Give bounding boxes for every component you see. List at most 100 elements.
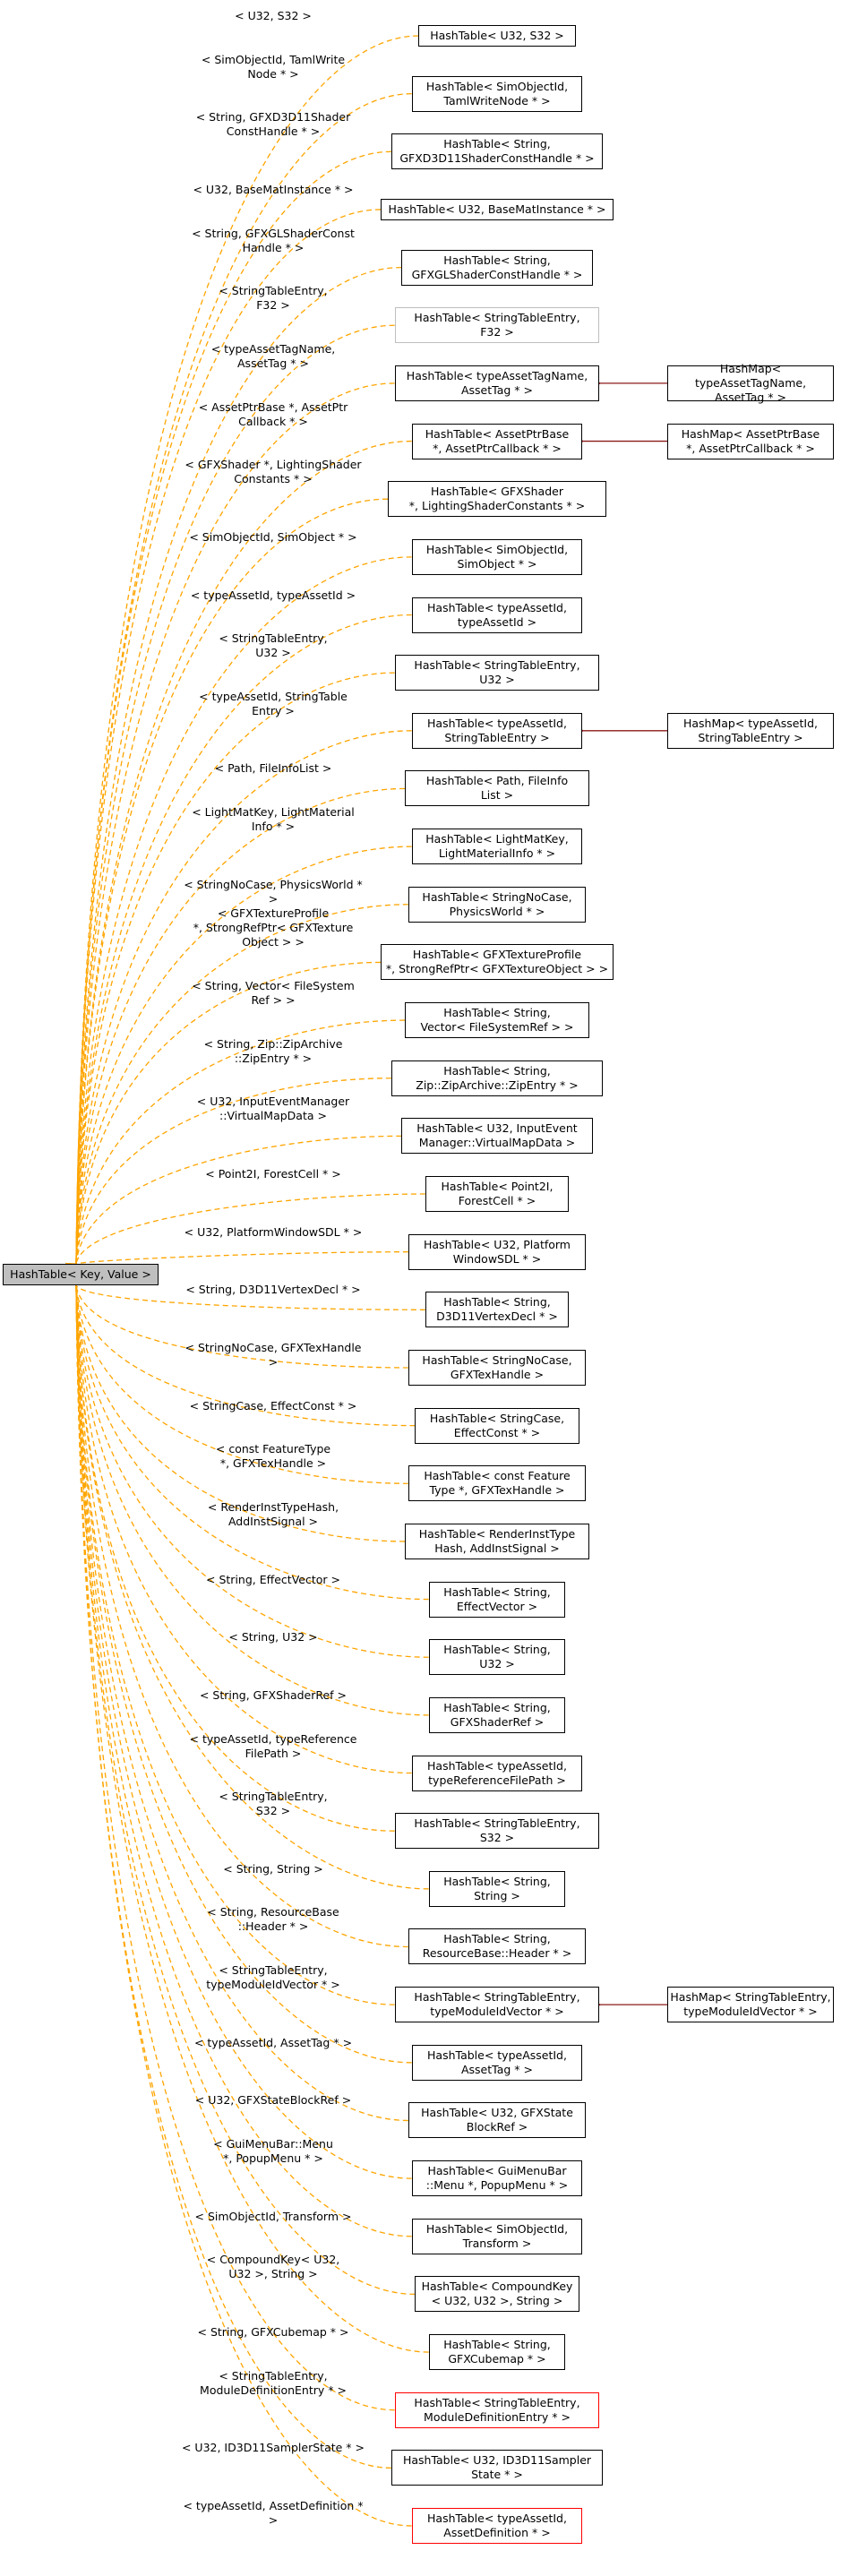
template-edge-6: [76, 382, 395, 1264]
template-edge-34: [76, 1285, 395, 2005]
edge-label-34: < StringTableEntry, typeModuleIdVector *…: [206, 1963, 340, 1992]
edge-label-19: < U32, InputEventManager ::VirtualMapDat…: [196, 1095, 350, 1123]
child-node-37[interactable]: HashTable< GuiMenuBar ::Menu *, PopupMen…: [411, 2160, 583, 2197]
child-node-17[interactable]: HashTable< String, Vector< FileSystemRef…: [405, 1002, 589, 1039]
template-edge-5: [76, 324, 395, 1264]
child-node-21[interactable]: HashTable< U32, Platform WindowSDL * >: [408, 1233, 587, 1270]
template-edge-13: [76, 787, 406, 1264]
child-node-41[interactable]: HashTable< StringTableEntry, ModuleDefin…: [394, 2391, 600, 2428]
template-edge-26: [76, 1285, 406, 1542]
child-node-39[interactable]: HashTable< CompoundKey < U32, U32 >, Str…: [415, 2276, 579, 2313]
child-node-28[interactable]: HashTable< String, U32 >: [428, 1639, 566, 1676]
template-edge-3: [76, 209, 382, 1264]
template-edge-19: [76, 1135, 402, 1264]
child-node-18[interactable]: HashTable< String, Zip::ZipArchive::ZipE…: [390, 1060, 604, 1096]
child-node-13[interactable]: HashTable< Path, FileInfo List >: [405, 770, 589, 807]
template-edge-22: [76, 1285, 425, 1310]
child-node-7[interactable]: HashTable< AssetPtrBase *, AssetPtrCallb…: [411, 423, 583, 459]
derived-node-34[interactable]: HashMap< StringTableEntry, typeModuleIdV…: [667, 1987, 834, 2023]
child-node-31[interactable]: HashTable< StringTableEntry, S32 >: [394, 1813, 600, 1850]
child-node-36[interactable]: HashTable< U32, GFXState BlockRef >: [408, 2102, 587, 2139]
derived-node-12[interactable]: HashMap< typeAssetId, StringTableEntry >: [667, 712, 834, 749]
edge-label-17: < String, Vector< FileSystem Ref > >: [192, 979, 355, 1008]
edge-label-30: < typeAssetId, typeReference FilePath >: [189, 1731, 357, 1760]
edge-label-41: < StringTableEntry, ModuleDefinitionEntr…: [200, 2368, 347, 2397]
child-node-38[interactable]: HashTable< SimObjectId, Transform >: [411, 2218, 583, 2254]
child-node-3[interactable]: HashTable< U32, BaseMatInstance * >: [381, 198, 614, 220]
edge-label-37: < GuiMenuBar::Menu *, PopupMenu * >: [213, 2137, 333, 2166]
template-edge-12: [76, 730, 412, 1264]
edge-label-0: < U32, S32 >: [235, 9, 312, 22]
child-node-16[interactable]: HashTable< GFXTextureProfile *, StrongRe…: [381, 944, 614, 981]
edge-label-36: < U32, GFXStateBlockRef >: [194, 2093, 352, 2108]
child-node-0[interactable]: HashTable< U32, S32 >: [418, 25, 576, 47]
edge-label-7: < AssetPtrBase *, AssetPtr Callback * >: [198, 399, 348, 428]
edge-label-35: < typeAssetId, AssetTag * >: [193, 2035, 353, 2049]
edge-label-24: < StringCase, EffectConst * >: [189, 1398, 357, 1413]
template-edge-24: [76, 1285, 416, 1427]
template-edge-20: [76, 1193, 425, 1264]
child-node-33[interactable]: HashTable< String, ResourceBase::Header …: [408, 1928, 587, 1965]
child-node-26[interactable]: HashTable< RenderInstType Hash, AddInstS…: [405, 1523, 589, 1559]
template-edge-30: [76, 1285, 412, 1774]
template-edge-36: [76, 1285, 408, 2122]
child-node-24[interactable]: HashTable< StringCase, EffectConst * >: [415, 1407, 579, 1444]
child-node-43[interactable]: HashTable< typeAssetId, AssetDefinition …: [411, 2508, 583, 2544]
edge-label-18: < String, Zip::ZipArchive ::ZipEntry * >: [203, 1036, 343, 1065]
child-node-25[interactable]: HashTable< const Feature Type *, GFXTexH…: [408, 1465, 587, 1502]
child-node-23[interactable]: HashTable< StringNoCase, GFXTexHandle >: [408, 1349, 587, 1386]
child-node-5[interactable]: HashTable< StringTableEntry, F32 >: [394, 307, 600, 344]
template-edge-17: [76, 1019, 406, 1264]
child-node-4[interactable]: HashTable< String, GFXGLShaderConstHandl…: [401, 249, 593, 286]
child-node-10[interactable]: HashTable< typeAssetId, typeAssetId >: [411, 597, 583, 633]
child-node-11[interactable]: HashTable< StringTableEntry, U32 >: [394, 655, 600, 691]
child-node-6[interactable]: HashTable< typeAssetTagName, AssetTag * …: [394, 365, 600, 401]
template-edge-16: [76, 961, 382, 1264]
child-node-42[interactable]: HashTable< U32, ID3D11Sampler State * >: [390, 2450, 604, 2486]
derived-node-7[interactable]: HashMap< AssetPtrBase *, AssetPtrCallbac…: [667, 423, 834, 459]
child-node-22[interactable]: HashTable< String, D3D11VertexDecl * >: [425, 1292, 570, 1328]
template-edge-18: [76, 1078, 391, 1264]
child-node-15[interactable]: HashTable< StringNoCase, PhysicsWorld * …: [408, 886, 587, 923]
child-node-14[interactable]: HashTable< LightMatKey, LightMaterialInf…: [411, 829, 583, 865]
template-edge-7: [76, 440, 412, 1264]
edge-label-6: < typeAssetTagName, AssetTag * >: [210, 341, 336, 370]
edge-label-33: < String, ResourceBase ::Header * >: [207, 1905, 339, 1934]
template-edge-38: [76, 1285, 412, 2237]
child-node-1[interactable]: HashTable< SimObjectId, TamlWriteNode * …: [411, 75, 583, 112]
template-edge-8: [76, 498, 389, 1264]
child-node-2[interactable]: HashTable< String, GFXD3D11ShaderConstHa…: [390, 133, 604, 170]
edge-label-23: < StringNoCase, GFXTexHandle >: [185, 1340, 362, 1369]
child-node-34[interactable]: HashTable< StringTableEntry, typeModuleI…: [394, 1987, 600, 2023]
edge-label-11: < StringTableEntry, U32 >: [219, 631, 328, 660]
edge-label-28: < String, U32 >: [228, 1630, 318, 1644]
edge-label-43: < typeAssetId, AssetDefinition * >: [183, 2499, 364, 2527]
child-node-8[interactable]: HashTable< GFXShader *, LightingShaderCo…: [388, 481, 606, 518]
child-node-30[interactable]: HashTable< typeAssetId, typeReferenceFil…: [411, 1755, 583, 1791]
child-node-40[interactable]: HashTable< String, GFXCubemap * >: [428, 2334, 566, 2371]
edge-label-27: < String, EffectVector >: [206, 1572, 340, 1586]
child-node-32[interactable]: HashTable< String, String >: [428, 1870, 566, 1907]
edge-label-10: < typeAssetId, typeAssetId >: [190, 588, 356, 602]
template-edge-10: [76, 614, 412, 1264]
child-node-19[interactable]: HashTable< U32, InputEvent Manager::Virt…: [401, 1118, 593, 1155]
edge-label-13: < Path, FileInfoList >: [214, 761, 332, 776]
child-node-35[interactable]: HashTable< typeAssetId, AssetTag * >: [411, 2044, 583, 2081]
derived-node-6[interactable]: HashMap< typeAssetTagName, AssetTag * >: [667, 362, 834, 404]
child-node-9[interactable]: HashTable< SimObjectId, SimObject * >: [411, 538, 583, 575]
child-node-27[interactable]: HashTable< String, EffectVector >: [428, 1581, 566, 1618]
template-edge-23: [76, 1285, 408, 1369]
template-edge-11: [76, 672, 395, 1264]
edge-label-4: < String, GFXGLShaderConst Handle * >: [192, 226, 355, 254]
template-edge-31: [76, 1285, 395, 1832]
template-edge-41: [76, 1285, 395, 2411]
edge-label-21: < U32, PlatformWindowSDL * >: [184, 1224, 363, 1239]
child-node-29[interactable]: HashTable< String, GFXShaderRef >: [428, 1696, 566, 1733]
template-edge-21: [76, 1251, 408, 1264]
child-node-20[interactable]: HashTable< Point2I, ForestCell * >: [425, 1176, 570, 1213]
edge-label-38: < SimObjectId, Transform >: [194, 2209, 352, 2223]
child-node-12[interactable]: HashTable< typeAssetId, StringTableEntry…: [411, 712, 583, 749]
edge-label-26: < RenderInstTypeHash, AddInstSignal >: [207, 1499, 339, 1528]
template-edge-15: [76, 904, 408, 1264]
